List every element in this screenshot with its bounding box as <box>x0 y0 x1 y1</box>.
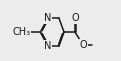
Text: N: N <box>44 13 52 23</box>
Text: O: O <box>79 40 87 50</box>
Text: CH₃: CH₃ <box>12 27 31 37</box>
Text: N: N <box>44 41 52 51</box>
Text: O: O <box>71 13 79 23</box>
